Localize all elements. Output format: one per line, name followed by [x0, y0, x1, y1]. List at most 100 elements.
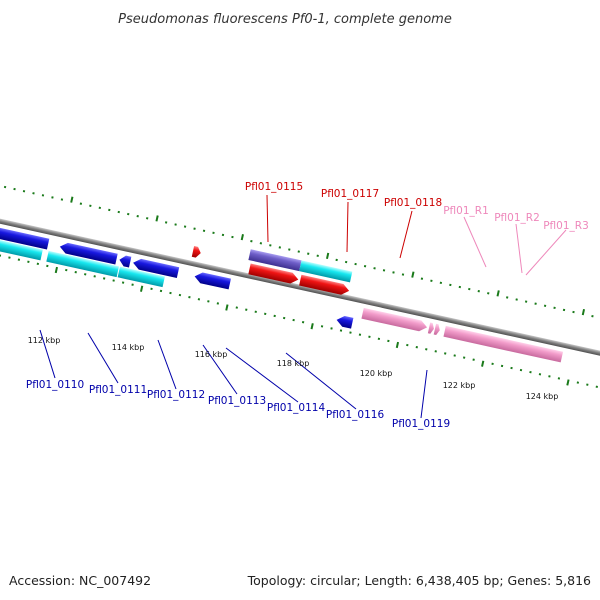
outer-minor-tick	[468, 287, 471, 291]
inner-minor-tick	[264, 312, 267, 316]
leader-line-pfl01-0116	[285, 352, 357, 410]
map-title: Pseudomonas fluorescens Pf0-1, complete …	[118, 12, 452, 27]
leader-line-pfl01-0110	[39, 329, 56, 379]
inner-minor-tick	[519, 368, 523, 372]
gene-label-pfl01-0119: Pfl01_0119	[392, 418, 450, 430]
inner-minor-tick	[557, 377, 561, 380]
outer-minor-tick	[79, 202, 83, 205]
gene-features	[0, 227, 564, 363]
inner-major-tick	[395, 341, 400, 349]
gene-pfl01-0117-purple	[248, 249, 302, 272]
inner-major-tick	[481, 360, 485, 367]
inner-minor-tick	[93, 275, 96, 278]
inner-minor-tick	[27, 260, 30, 263]
outer-minor-tick	[164, 221, 168, 224]
inner-minor-tick	[529, 370, 532, 374]
leader-line-pfl01-0114	[225, 347, 299, 403]
inner-minor-tick	[330, 327, 333, 330]
inner-minor-tick	[216, 302, 220, 305]
tick-label-116-kbp: 116 kbp	[195, 350, 228, 359]
outer-major-tick	[325, 252, 330, 260]
inner-minor-tick	[112, 279, 115, 282]
inner-minor-tick	[46, 264, 49, 268]
inner-minor-tick	[500, 364, 504, 368]
inner-major-tick	[140, 285, 144, 292]
inner-major-tick	[54, 266, 58, 274]
leader-lines	[39, 194, 567, 419]
inner-minor-tick	[169, 291, 172, 295]
leader-line-pfl01-0115	[266, 194, 269, 243]
outer-minor-tick	[259, 242, 263, 245]
outer-minor-tick	[373, 267, 376, 270]
inner-minor-tick	[178, 293, 182, 297]
outer-minor-tick	[183, 225, 187, 228]
gene-pfl01-0113-cyan	[117, 266, 165, 288]
inner-minor-tick	[358, 333, 362, 336]
outer-major-tick	[496, 290, 500, 297]
outer-minor-tick	[3, 185, 7, 189]
gene-label-pfl01-0114: Pfl01_0114	[267, 402, 326, 414]
outer-tick-row	[3, 185, 594, 318]
outer-minor-tick	[316, 254, 319, 257]
gene-pfl01-r2	[427, 322, 434, 334]
outer-minor-tick	[13, 187, 16, 191]
outer-minor-tick	[98, 206, 102, 210]
gene-pfl01-0118	[299, 274, 350, 295]
gene-pfl01-0116	[194, 272, 231, 290]
genome-backbone	[0, 195, 600, 381]
outer-minor-tick	[127, 212, 130, 216]
outer-minor-tick	[41, 194, 45, 197]
inner-minor-tick	[576, 381, 580, 384]
outer-minor-tick	[401, 273, 405, 276]
inner-minor-tick	[84, 273, 87, 276]
outer-minor-tick	[250, 239, 253, 243]
inner-minor-tick	[159, 289, 163, 293]
gene-pfl01-0111-cyan	[0, 236, 43, 261]
outer-minor-tick	[562, 308, 566, 312]
leader-line-pfl01-0119	[420, 369, 428, 419]
gene-pfl01-0117-cyan	[299, 260, 353, 283]
outer-minor-tick	[212, 231, 215, 235]
inner-minor-tick	[74, 271, 77, 274]
inner-minor-tick	[415, 345, 418, 349]
gene-pfl01-0119	[336, 315, 354, 329]
gene-pfl01-r3	[443, 325, 564, 363]
gene-pfl01-r2b	[433, 323, 440, 336]
inner-minor-tick	[235, 306, 238, 309]
outer-major-tick	[581, 308, 586, 316]
inner-minor-tick	[150, 287, 153, 291]
inner-minor-tick	[0, 254, 2, 257]
inner-major-tick	[310, 323, 314, 330]
gene-label-pfl01-r1: Pfl01_R1	[443, 205, 489, 217]
leader-line-pfl01-0118	[399, 210, 413, 259]
outer-major-tick	[155, 215, 159, 222]
inner-minor-tick	[17, 258, 21, 261]
inner-minor-tick	[245, 308, 248, 311]
outer-minor-tick	[487, 292, 490, 295]
outer-minor-tick	[524, 300, 528, 303]
inner-minor-tick	[510, 366, 513, 370]
gene-pfl01-0114	[133, 258, 180, 279]
outer-minor-tick	[420, 277, 424, 280]
outer-minor-tick	[22, 190, 26, 193]
gene-label-pfl01-0118: Pfl01_0118	[384, 197, 442, 209]
kbp-tick-labels: 112 kbp 114 kbp 116 kbp 118 kbp 120 kbp …	[28, 336, 559, 401]
inner-minor-tick	[538, 373, 542, 376]
tick-label-114-kbp: 114 kbp	[112, 343, 145, 352]
tick-label-120-kbp: 120 kbp	[360, 369, 393, 378]
outer-minor-tick	[591, 314, 594, 318]
outer-minor-tick	[51, 196, 54, 199]
inner-minor-tick	[349, 331, 352, 334]
outer-minor-tick	[344, 260, 348, 264]
leader-line-pfl01-r1	[463, 216, 487, 268]
gene-label-pfl01-0115: Pfl01_0115	[245, 181, 303, 193]
tick-label-118-kbp: 118 kbp	[277, 359, 310, 368]
outer-minor-tick	[145, 217, 149, 220]
inner-minor-tick	[292, 318, 295, 322]
gene-label-pfl01-0112: Pfl01_0112	[147, 389, 205, 401]
inner-minor-tick	[121, 281, 125, 284]
inner-minor-tick	[131, 283, 134, 286]
gene-label-pfl01-0117: Pfl01_0117	[321, 188, 379, 200]
leader-line-pfl01-0117	[346, 201, 349, 253]
inner-minor-tick	[36, 262, 40, 266]
